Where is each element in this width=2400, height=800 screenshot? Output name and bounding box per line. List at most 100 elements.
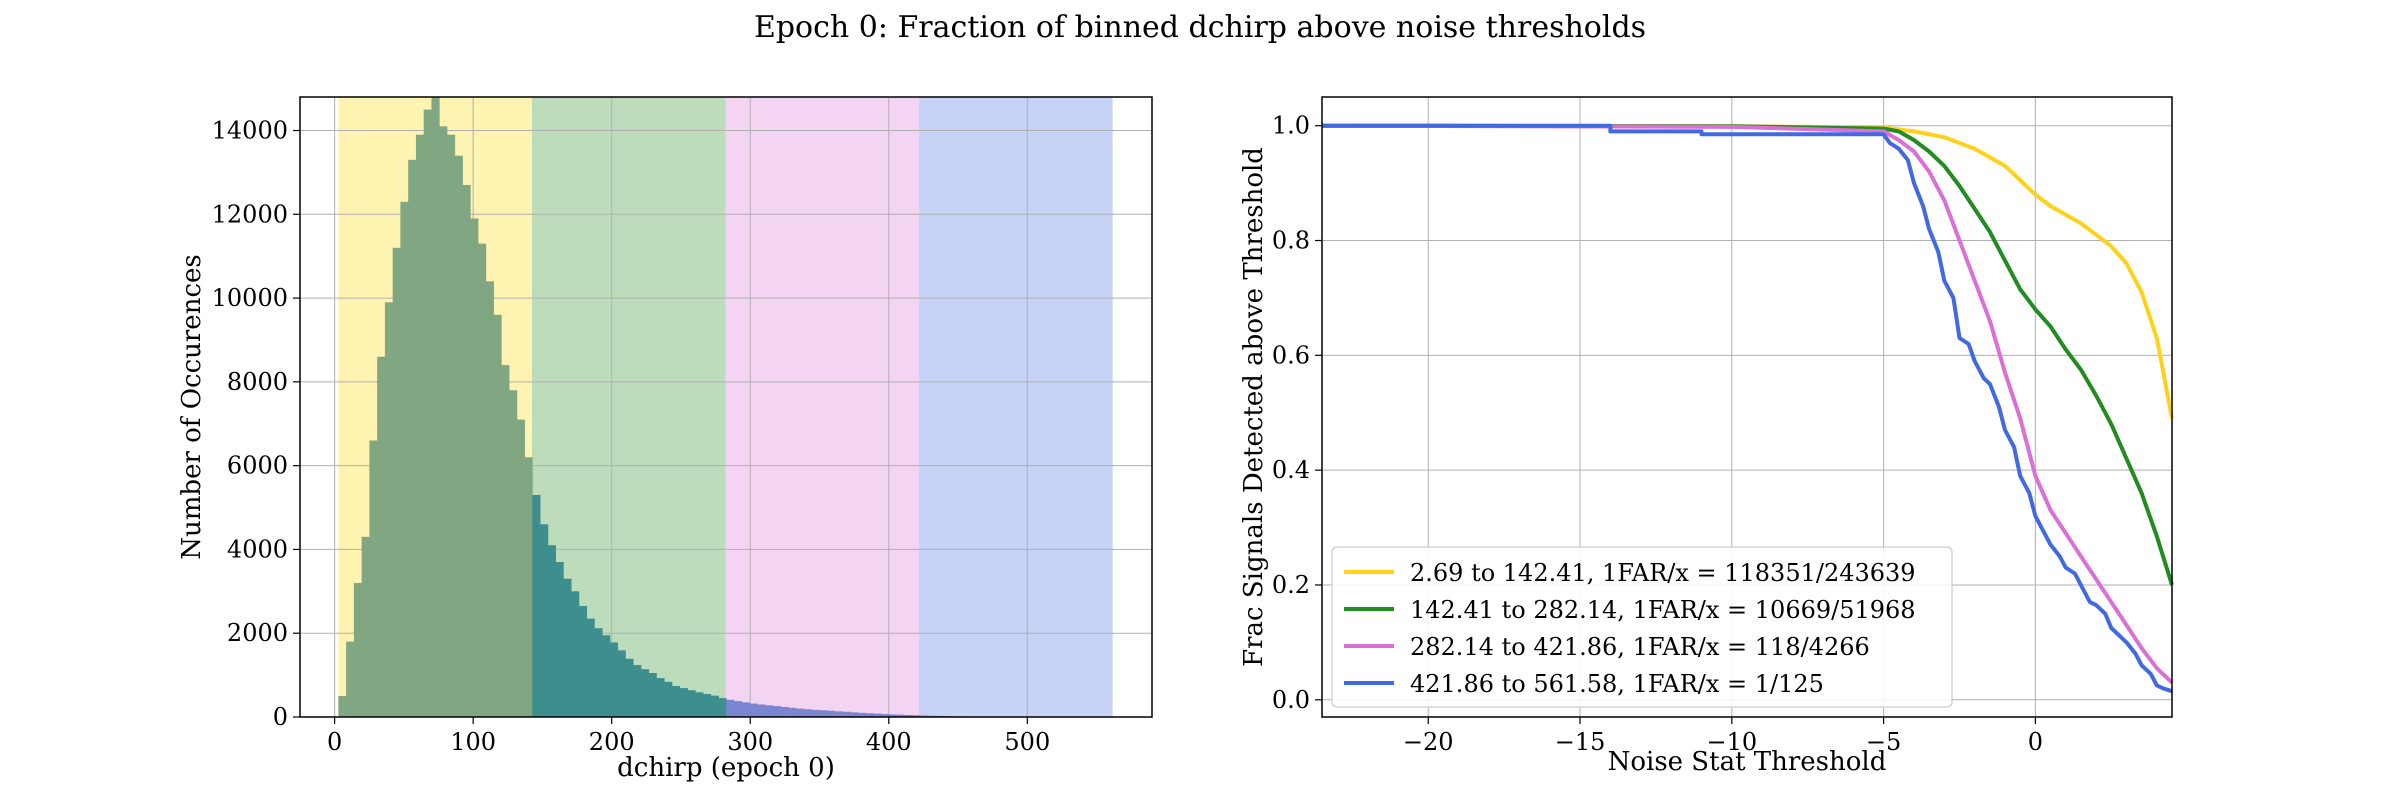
histogram-bar xyxy=(493,314,502,717)
histogram-bar xyxy=(353,582,363,717)
histogram-bar xyxy=(664,681,673,717)
y-tick-label: 0 xyxy=(273,703,288,731)
legend-label-2: 282.14 to 421.86, 1FAR/x = 118/4266 xyxy=(1410,633,1870,661)
y-tick-label: 0.8 xyxy=(1272,227,1310,255)
x-tick-label: 200 xyxy=(589,728,635,756)
histogram-bar xyxy=(408,159,417,718)
histogram-bar xyxy=(718,698,727,717)
histogram-bar xyxy=(671,686,681,717)
legend-label-0: 2.69 to 142.41, 1FAR/x = 118351/243639 xyxy=(1410,559,1916,587)
histogram-bar xyxy=(633,665,642,717)
histogram-bars xyxy=(338,97,1092,718)
histogram-bar xyxy=(377,356,386,717)
histogram-bar xyxy=(609,642,619,717)
histogram-bar xyxy=(904,714,913,717)
series-line-1 xyxy=(1321,123,2174,586)
histogram-bar xyxy=(532,494,541,717)
histogram-bar xyxy=(423,109,432,717)
histogram-bar xyxy=(710,695,719,717)
histogram-bar xyxy=(470,218,479,717)
histogram-bar xyxy=(796,708,805,717)
x-tick-label: −20 xyxy=(1403,728,1454,756)
y-tick-label: 8000 xyxy=(227,368,288,396)
histogram-y-axis-label: Number of Occurences xyxy=(177,254,207,559)
histogram-bar xyxy=(858,712,867,717)
y-tick-label: 0.2 xyxy=(1272,571,1310,599)
line-chart-series xyxy=(1321,123,2174,694)
legend-label-3: 421.86 to 561.58, 1FAR/x = 1/125 xyxy=(1410,670,1824,698)
histogram-bar xyxy=(881,714,890,717)
threshold-line-chart: −20 −15 −10 −5 0 0.0 0.2 0.4 0.6 0.8 1.0 Noise Sta… xyxy=(1239,96,2174,777)
y-tick-label: 1.0 xyxy=(1272,112,1310,140)
y-tick-label: 0.0 xyxy=(1272,686,1310,714)
x-tick-label: 400 xyxy=(866,728,912,756)
y-tick-label: 14000 xyxy=(212,117,288,145)
histogram-bar xyxy=(384,302,394,717)
histogram-ticks: 0 100 200 300 400 500 0 2000 4000 6000 8000 10000 12… xyxy=(212,117,1051,756)
line-chart-ticks: −20 −15 −10 −5 0 0.0 0.2 0.4 0.6 0.8 1.0 xyxy=(1272,112,2043,756)
band-3 xyxy=(919,97,1113,717)
histogram-bar xyxy=(462,184,471,718)
y-tick-label: 10000 xyxy=(212,284,288,312)
histogram-frame xyxy=(299,96,1153,718)
histogram-bar xyxy=(415,134,425,717)
histogram-bar xyxy=(765,705,774,717)
histogram-bar xyxy=(524,457,533,717)
legend-box xyxy=(1331,546,1953,708)
histogram-bar xyxy=(439,126,448,717)
y-tick-label: 6000 xyxy=(227,452,288,480)
histogram-bar xyxy=(369,440,378,717)
histogram-bar xyxy=(687,690,696,717)
histogram-bar xyxy=(509,390,518,717)
histogram-bar xyxy=(516,419,525,717)
histogram-bar xyxy=(563,578,572,717)
histogram-bar xyxy=(555,562,564,717)
line-chart-y-axis-label: Frac Signals Detected above Threshold xyxy=(1239,147,1269,667)
histogram-bar xyxy=(602,635,611,717)
histogram-bar xyxy=(446,134,456,717)
line-chart-x-axis-label: Noise Stat Threshold xyxy=(1608,747,1887,777)
histogram-bar xyxy=(772,706,781,717)
histogram-bar xyxy=(803,709,813,717)
y-tick-label: 4000 xyxy=(227,535,288,563)
histogram-bar xyxy=(454,155,463,717)
x-tick-label: 500 xyxy=(1004,728,1050,756)
histogram-bar xyxy=(478,243,487,717)
x-tick-label: −5 xyxy=(1866,728,1901,756)
histogram-bar xyxy=(726,699,735,717)
histogram-bar xyxy=(757,704,766,717)
series-line-2 xyxy=(1321,123,2174,685)
y-tick-label: 0.4 xyxy=(1272,456,1310,484)
x-tick-label: −10 xyxy=(1706,728,1757,756)
series-line-3 xyxy=(1322,123,2173,694)
histogram-bar xyxy=(679,688,688,717)
histogram-bar xyxy=(889,714,898,717)
x-tick-label: 0 xyxy=(327,728,342,756)
histogram-bar xyxy=(695,692,704,717)
histogram-bar xyxy=(749,703,758,717)
histogram-bar xyxy=(842,711,851,717)
histogram-bar xyxy=(834,711,844,717)
histogram-bar xyxy=(920,715,929,717)
histogram-bar xyxy=(578,605,588,717)
histogram-bar xyxy=(346,641,355,717)
x-tick-label: −15 xyxy=(1555,728,1606,756)
histogram-bar xyxy=(734,701,743,717)
x-tick-label: 300 xyxy=(727,728,773,756)
band-2 xyxy=(725,97,920,717)
histogram-bar xyxy=(788,707,797,717)
histogram-bar xyxy=(617,650,626,717)
y-tick-label: 12000 xyxy=(212,200,288,228)
line-chart-frame xyxy=(1321,96,2173,718)
y-tick-label: 0.6 xyxy=(1272,341,1310,369)
histogram-bar xyxy=(485,281,494,717)
legend-label-1: 142.41 to 282.14, 1FAR/x = 10669/51968 xyxy=(1410,596,1916,624)
histogram-bar xyxy=(586,618,595,717)
x-tick-label: 0 xyxy=(2028,728,2043,756)
histogram-bar xyxy=(850,712,859,717)
histogram-bar xyxy=(501,365,510,717)
histogram-bar xyxy=(594,628,603,717)
histogram-bar xyxy=(392,247,401,718)
histogram-bar xyxy=(811,709,820,717)
histogram-bar xyxy=(896,714,906,717)
